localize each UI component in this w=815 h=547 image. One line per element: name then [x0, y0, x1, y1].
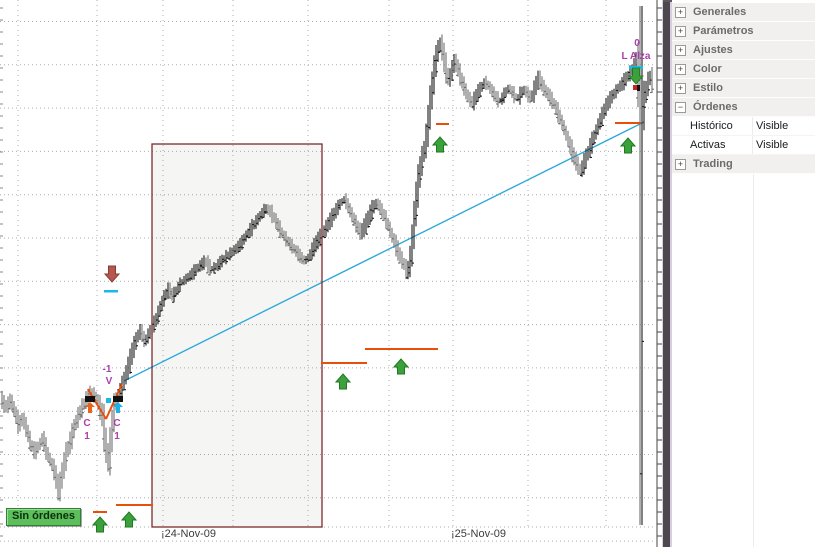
expand-icon[interactable]: +: [675, 6, 686, 18]
property-rows: + Generales + Parámetros + Ajustes + Col…: [672, 3, 815, 174]
signal-annotation: 1: [114, 431, 120, 442]
category-label: Color: [693, 63, 722, 75]
splitter-highlight: [662, 0, 663, 547]
buy-signal-arrow[interactable]: [120, 511, 138, 528]
x-axis-date-label: ¡25-Nov-09: [451, 528, 507, 540]
selection-box[interactable]: [152, 144, 322, 527]
price-chart[interactable]: [0, 0, 664, 547]
splitter-highlight: [670, 0, 672, 547]
buy-signal-arrow[interactable]: [334, 373, 352, 390]
expand-icon[interactable]: +: [675, 63, 686, 75]
property-value[interactable]: Visible: [756, 120, 789, 132]
category-label: Generales: [693, 6, 747, 18]
entry-marker-arrow[interactable]: [113, 402, 123, 413]
stop-level-dash: [104, 290, 118, 293]
exit-signal-arrow[interactable]: [628, 67, 644, 85]
exit-dot-red: [633, 85, 637, 90]
buy-signal-arrow[interactable]: [91, 516, 109, 533]
panel-category-ajustes[interactable]: + Ajustes: [672, 41, 815, 60]
exit-marker-cap: [629, 66, 643, 69]
entry-v-line: [87, 388, 107, 420]
signal-annotation: C: [113, 418, 121, 429]
panel-category-color[interactable]: + Color: [672, 60, 815, 79]
sell-signal-arrow[interactable]: [103, 265, 121, 283]
expand-icon[interactable]: +: [675, 158, 686, 170]
panel-category-generales[interactable]: + Generales: [672, 3, 815, 22]
category-label: Órdenes: [693, 101, 738, 113]
trend-line[interactable]: [123, 121, 645, 382]
panel-column-divider: [753, 174, 754, 547]
buy-signal-arrow[interactable]: [431, 136, 449, 153]
price-bars: [1, 6, 654, 525]
panel-splitter[interactable]: [663, 0, 670, 547]
category-label: Ajustes: [693, 44, 733, 56]
panel-category-trading[interactable]: + Trading: [672, 155, 815, 174]
expand-icon[interactable]: +: [675, 82, 686, 94]
collapse-icon[interactable]: −: [675, 101, 686, 113]
entry-marker-cap: [85, 396, 95, 402]
panel-property-activas[interactable]: Activas Visible: [672, 136, 815, 155]
category-label: Parámetros: [693, 25, 754, 37]
no-orders-badge: Sin órdenes: [6, 508, 81, 526]
signal-annotation: -1: [102, 364, 112, 375]
category-label: Estilo: [693, 82, 723, 94]
panel-category-estilo[interactable]: + Estilo: [672, 79, 815, 98]
buy-signal-arrow[interactable]: [392, 358, 410, 375]
panel-property-historico[interactable]: Histórico Visible: [672, 117, 815, 136]
signal-annotation: L Alza: [621, 51, 651, 62]
price-axis: [0, 0, 662, 547]
panel-category-ordenes[interactable]: − Órdenes: [672, 98, 815, 117]
expand-icon[interactable]: +: [675, 25, 686, 37]
signal-annotation: 0: [634, 38, 640, 49]
x-axis-date-label: ¡24-Nov-09: [161, 528, 217, 540]
properties-panel: + Generales + Parámetros + Ajustes + Col…: [672, 0, 815, 547]
exit-dot-black: [637, 85, 640, 91]
gridlines: [0, 0, 655, 542]
entry-dot: [106, 398, 111, 403]
signal-annotation: V: [105, 376, 113, 387]
entry-marker-cap: [113, 396, 123, 402]
signal-annotation: 1: [84, 431, 90, 442]
signal-annotation: C: [83, 418, 91, 429]
property-name: Histórico: [672, 117, 753, 135]
property-value[interactable]: Visible: [756, 139, 789, 151]
selection-box-border[interactable]: [151, 143, 323, 528]
buy-signal-arrow[interactable]: [619, 137, 637, 154]
entry-marker-arrow[interactable]: [85, 402, 95, 413]
expand-icon[interactable]: +: [675, 44, 686, 56]
property-name: Activas: [672, 136, 753, 154]
category-label: Trading: [693, 158, 733, 170]
panel-category-parametros[interactable]: + Parámetros: [672, 22, 815, 41]
